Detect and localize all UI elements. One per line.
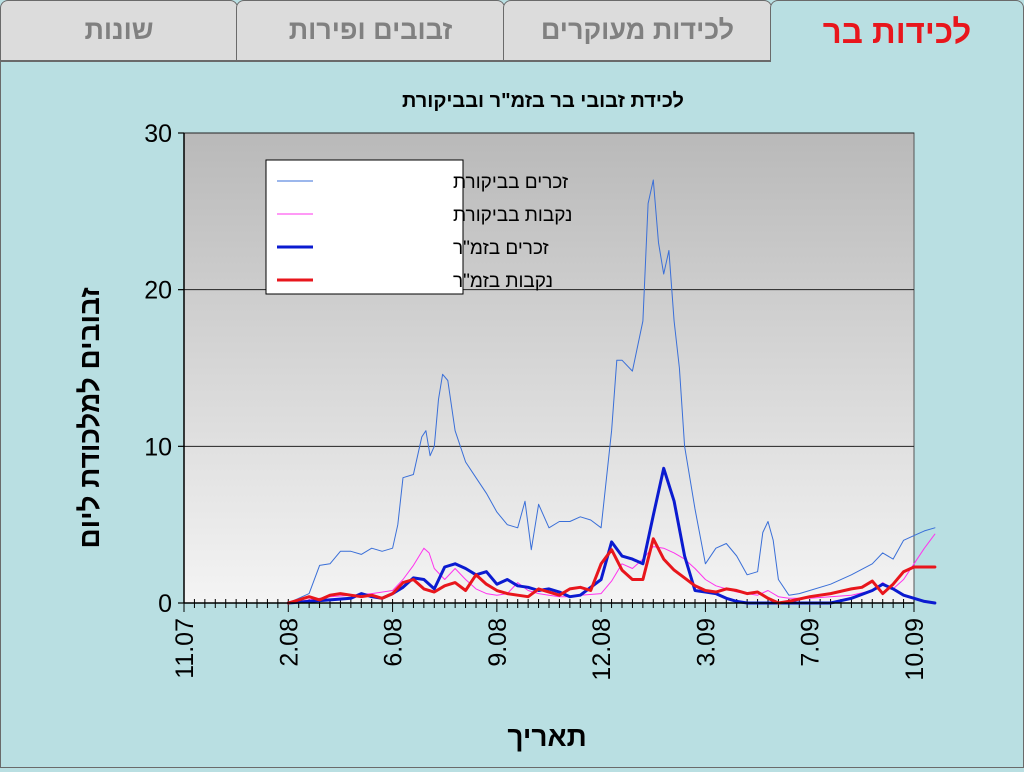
legend-box — [265, 159, 464, 295]
x-tick-label: 10.09 — [901, 618, 929, 681]
x-tick-label: 6.08 — [380, 618, 408, 667]
x-tick-label: 9.08 — [484, 618, 512, 667]
y-tick-label: 20 — [144, 277, 172, 305]
y-tick-label: 0 — [158, 590, 172, 618]
tab-sterile-captures[interactable]: לכידות מעוקרים — [503, 0, 772, 60]
x-tick-label: 7.09 — [797, 618, 825, 667]
tab-flies-and-fruits[interactable]: זבובים ופירות — [236, 0, 505, 60]
chart-title: לכידת זבובי בר בזמ"ר ובביקורת — [402, 90, 684, 112]
trap-capture-chart: לכידת זבובי בר בזמ"ר ובביקורת 0 10 20 30 11… — [74, 90, 937, 752]
legend: זכרים בביקורת נקבות בביקורת זכרים בזמ"ר נקב… — [265, 159, 572, 295]
x-axis-label: תאריך — [507, 721, 586, 752]
y-axis-ticks: 0 10 20 30 — [144, 120, 184, 618]
legend-label-0: זכרים בביקורת — [453, 172, 568, 193]
content-frame: לכידת זבובי בר בזמ"ר ובביקורת 0 10 20 30 11… — [0, 62, 1024, 768]
legend-label-1: נקבות בביקורת — [453, 205, 572, 226]
x-tick-label: 12.08 — [588, 618, 616, 681]
x-axis-ticks: 11.07 2.08 6.08 9.08 12.08 3.09 7.09 10.09 — [171, 599, 929, 681]
x-tick-label: 2.08 — [275, 618, 303, 667]
x-tick-label: 3.09 — [692, 618, 720, 667]
tab-bar: שונות זבובים ופירות לכידות מעוקרים לכידו… — [0, 0, 1024, 62]
y-axis-label: זבובים למלכודת ליום — [74, 287, 105, 548]
series-line-3 — [286, 537, 937, 605]
tab-bar-divider — [0, 60, 1024, 62]
legend-label-2: זכרים בזמ"ר — [453, 238, 549, 259]
y-tick-label: 30 — [144, 120, 172, 148]
y-tick-label: 10 — [144, 433, 172, 461]
series-line-0 — [287, 179, 936, 604]
x-tick-label: 11.07 — [171, 618, 199, 679]
legend-label-3: נקבות בזמ"ר — [453, 271, 553, 292]
series-line-1 — [287, 533, 936, 604]
tab-misc[interactable]: שונות — [0, 0, 238, 60]
tab-wild-captures[interactable]: לכידות בר — [770, 0, 1024, 62]
